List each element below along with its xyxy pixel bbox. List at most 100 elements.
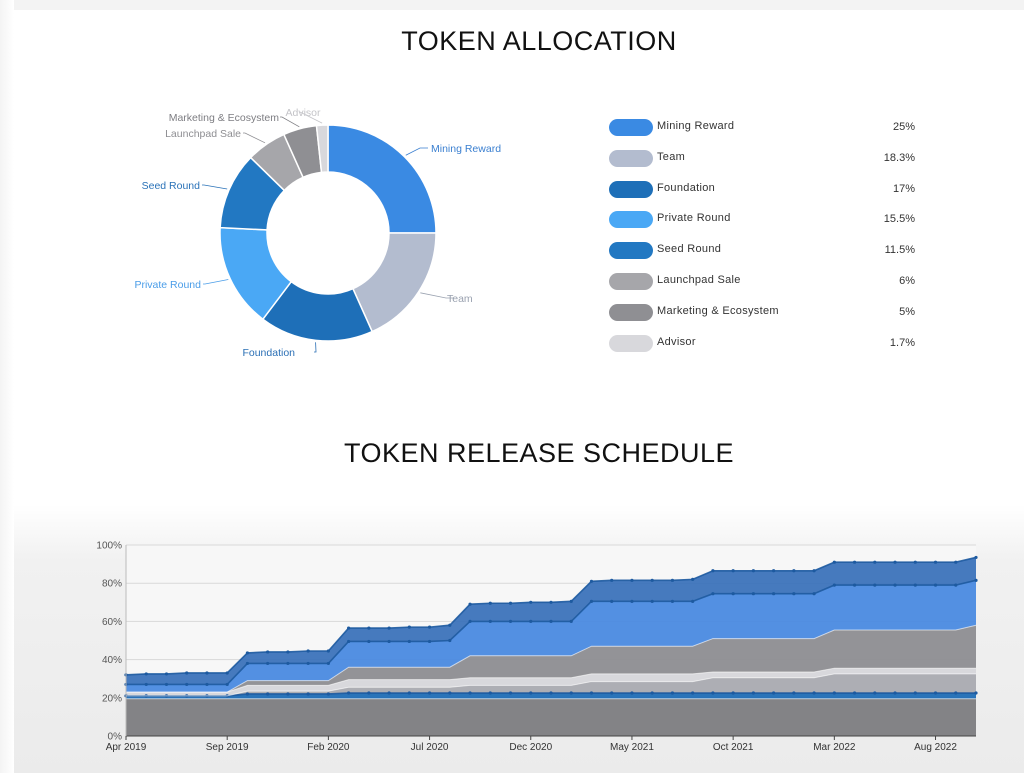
legend-row-private-round: Private Round 15.5%: [609, 208, 929, 239]
area-series-2: [126, 693, 976, 699]
y-tick-label: 40%: [102, 655, 122, 666]
area-point: [164, 672, 169, 676]
area-point: [427, 691, 432, 695]
area-point: [306, 649, 310, 653]
y-tick-label: 100%: [96, 541, 122, 552]
area-point: [326, 649, 330, 653]
x-tick-label: Mar 2022: [813, 742, 856, 753]
area-point: [832, 691, 836, 695]
donut-leader-team: [420, 292, 454, 299]
area-point: [468, 619, 472, 624]
area-point: [529, 619, 533, 624]
area-point: [832, 583, 836, 587]
area-point: [347, 639, 351, 644]
area-point: [893, 560, 897, 564]
area-point: [812, 569, 816, 573]
x-tick-label: Sep 2019: [206, 742, 249, 753]
legend-row-launchpad-sale: Launchpad Sale 6%: [609, 270, 929, 301]
area-point: [407, 625, 411, 629]
area-point: [630, 578, 634, 582]
area-point: [164, 682, 169, 687]
area-point: [427, 639, 432, 644]
area-point: [913, 560, 917, 564]
area-point: [185, 671, 189, 675]
area-point: [751, 691, 755, 695]
area-point: [852, 583, 857, 587]
area-point: [245, 651, 250, 655]
area-point: [954, 560, 958, 564]
donut-leader-seed-round: [202, 184, 228, 190]
area-point: [306, 692, 310, 696]
y-tick-label: 80%: [102, 579, 122, 590]
area-series-1: [126, 698, 976, 736]
area-point: [711, 569, 715, 573]
area-point: [488, 619, 492, 624]
legend-value: 15.5%: [883, 213, 915, 226]
area-point: [933, 583, 938, 587]
area-series-5: [126, 625, 976, 693]
area-point: [731, 569, 735, 573]
donut-slice-mining-reward: [327, 124, 437, 234]
area-point: [549, 691, 553, 695]
area-point: [407, 691, 411, 695]
legend-swatch: [609, 149, 653, 167]
area-point: [367, 639, 371, 644]
area-line-5: [126, 624, 977, 693]
legend-row-foundation: Foundation 17%: [609, 178, 929, 209]
area-point: [772, 691, 776, 695]
area-point: [751, 592, 755, 596]
legend-value: 18.3%: [883, 151, 915, 164]
area-point: [772, 569, 776, 573]
area-point: [266, 661, 270, 666]
area-point: [347, 691, 351, 695]
area-point: [225, 682, 229, 687]
area-point: [650, 578, 654, 582]
legend-label: Foundation: [657, 181, 716, 194]
area-point: [488, 601, 492, 605]
allocation-donut-chart: Mining Reward Team Foundation Private Round…: [134, 107, 501, 359]
area-point: [954, 583, 958, 587]
donut-label-foundation: Foundation: [242, 347, 295, 359]
area-point: [913, 691, 917, 695]
area-point: [266, 692, 270, 696]
area-point: [792, 569, 796, 573]
y-tick-label: 0%: [108, 732, 123, 743]
area-point: [812, 691, 816, 695]
area-point: [933, 691, 938, 695]
area-point: [427, 625, 432, 629]
legend-row-mining-reward: Mining Reward 25%: [609, 116, 929, 147]
area-point: [974, 555, 978, 560]
area-point: [286, 661, 290, 666]
left-strip: [0, 0, 14, 773]
area-point: [589, 691, 594, 695]
area-point: [468, 691, 472, 695]
area-point: [589, 579, 594, 583]
area-point: [650, 599, 654, 603]
area-point: [347, 626, 351, 630]
area-point: [610, 599, 614, 603]
area-point: [508, 619, 513, 624]
area-point: [974, 578, 978, 582]
area-series-6: [126, 580, 976, 693]
area-line-3: [126, 673, 976, 697]
area-point: [630, 599, 634, 603]
area-point: [832, 560, 836, 564]
donut-leader-mining-reward: [405, 147, 428, 156]
area-point: [751, 569, 755, 573]
area-point: [772, 592, 776, 596]
legend-value: 6%: [899, 274, 915, 287]
legend-swatch: [609, 119, 653, 136]
legend-swatch: [609, 211, 653, 229]
area-point: [731, 691, 735, 695]
area-point: [812, 592, 816, 596]
area-point: [407, 639, 411, 644]
legend-swatch: [609, 242, 653, 260]
area-series-3: [126, 673, 976, 696]
area-point: [610, 691, 614, 695]
area-point: [711, 592, 715, 596]
area-point: [144, 682, 148, 687]
area-point: [326, 661, 330, 666]
area-point: [488, 691, 492, 695]
area-point: [873, 560, 877, 564]
